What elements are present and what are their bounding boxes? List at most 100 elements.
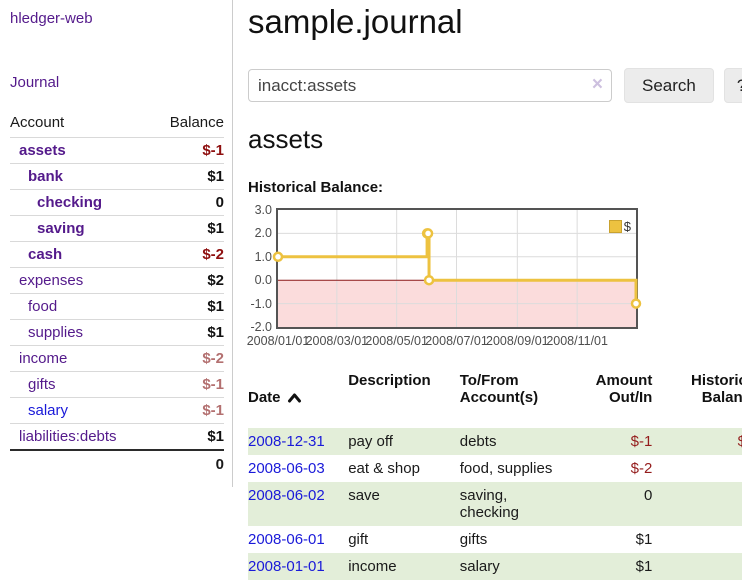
y-axis-tick-label: 2.0	[254, 226, 272, 241]
clear-search-icon[interactable]: ×	[591, 74, 603, 95]
account-link[interactable]: food	[28, 298, 58, 315]
journal-link[interactable]: Journal	[10, 74, 60, 91]
transaction-date-link[interactable]: 2008-06-02	[248, 487, 325, 504]
account-balance: $1	[151, 215, 224, 242]
account-balance: $1	[151, 163, 224, 190]
account-row: income $-2	[10, 345, 224, 372]
transaction-accounts: food, supplies	[459, 460, 553, 477]
transaction-accounts: debts	[459, 433, 497, 450]
search-input[interactable]	[248, 69, 612, 102]
chart-series	[272, 210, 642, 327]
account-balance: $1	[151, 293, 224, 320]
account-link[interactable]: checking	[37, 194, 103, 211]
search-box: ×	[248, 69, 612, 102]
account-link[interactable]: supplies	[28, 324, 84, 341]
x-axis-tick-label: 2008/03/01	[305, 334, 369, 348]
historical-balance-chart: 3.0 2.0 1.0 0.0 -1.0 -2.0 $ 2008/01/01 2008/03…	[246, 204, 742, 348]
main-content: sample.journal × Search ? assets Histori…	[233, 0, 742, 582]
account-row: salary $-1	[10, 397, 224, 424]
transaction-date-link[interactable]: 2008-06-03	[248, 460, 325, 477]
account-row: cash $-2	[10, 241, 224, 268]
x-axis-tick-label: 2008/11/01	[546, 334, 608, 348]
transaction-balance: $-1	[737, 433, 742, 450]
account-row: liabilities:debts $1	[10, 423, 224, 450]
sort-ascending-icon	[287, 392, 302, 404]
account-balance: $2	[151, 267, 224, 294]
app-title: hledger-web	[10, 10, 93, 27]
accounts-header-balance: Balance	[169, 114, 224, 131]
account-link[interactable]: salary	[28, 402, 69, 419]
y-axis-tick-label: 3.0	[254, 203, 272, 217]
sidebar: hledger-web Journal Account Balance asse…	[0, 0, 233, 487]
help-button[interactable]: ?	[723, 68, 742, 103]
account-heading: assets	[248, 124, 324, 154]
account-balance: $-1	[151, 371, 224, 398]
transaction-balance: 0	[666, 455, 742, 482]
transaction-balance: $2	[666, 482, 742, 526]
register-header-balance: Historical Balance	[690, 372, 742, 406]
x-axis-tick-label: 2008/09/01	[486, 334, 549, 348]
transaction-date-link[interactable]: 2008-12-31	[248, 433, 325, 450]
transaction-amount: $1	[635, 531, 653, 548]
account-balance: $-2	[151, 345, 224, 372]
register-row[interactable]: 2008-06-03 eat & shop food, supplies $-2 0	[248, 455, 742, 482]
accounts-table: Account Balance assets $-1 bank $1 checking 0…	[10, 110, 224, 477]
register-header-accounts: To/From Account(s)	[459, 372, 539, 406]
y-axis-tick-label: -1.0	[250, 296, 272, 311]
register-row[interactable]: 2008-06-01 gift gifts $1 $2	[248, 526, 742, 553]
x-axis-tick-label: 2008/05/01	[365, 334, 428, 348]
y-axis-tick-label: -2.0	[250, 320, 272, 334]
legend-swatch-icon	[608, 220, 622, 233]
register-row[interactable]: 2008-01-01 income salary $1 $1	[248, 553, 742, 580]
account-link[interactable]: gifts	[28, 376, 56, 393]
transaction-amount: $1	[635, 558, 653, 575]
page-title: sample.journal	[248, 3, 463, 40]
accounts-total-row: 0	[10, 449, 224, 477]
y-axis-tick-label: 1.0	[254, 249, 272, 264]
transaction-description: pay off	[348, 433, 393, 450]
account-row: bank $1	[10, 163, 224, 190]
register-header-amount: Amount Out/In	[595, 372, 653, 406]
account-row: expenses $2	[10, 267, 224, 294]
account-row: assets $-1	[10, 137, 224, 164]
transaction-description: gift	[348, 531, 369, 548]
account-link[interactable]: liabilities:debts	[19, 428, 117, 445]
search-row: × Search ?	[248, 68, 742, 103]
transaction-date-link[interactable]: 2008-06-01	[248, 531, 325, 548]
account-link[interactable]: bank	[28, 168, 64, 185]
account-balance: $-1	[151, 137, 224, 164]
account-link[interactable]: expenses	[19, 272, 84, 289]
account-row: checking 0	[10, 189, 224, 216]
chart-title: Historical Balance:	[248, 179, 384, 196]
accounts-total: 0	[10, 449, 224, 477]
transaction-balance: $2	[666, 526, 742, 553]
account-balance: $1	[151, 319, 224, 346]
register-row[interactable]: 2008-06-02 save saving, checking 0 $2	[248, 482, 742, 526]
account-link[interactable]: cash	[28, 246, 63, 263]
transaction-accounts: saving, checking	[459, 487, 519, 521]
transaction-description: income	[348, 558, 397, 575]
transaction-accounts: salary	[459, 558, 500, 575]
account-balance: $-1	[151, 397, 224, 424]
account-link[interactable]: saving	[37, 220, 85, 237]
legend-label: $	[623, 219, 631, 234]
account-balance: $1	[151, 423, 224, 450]
transaction-amount: $-2	[630, 460, 653, 477]
account-row: gifts $-1	[10, 371, 224, 398]
register-row[interactable]: 2008-12-31 pay off debts $-1 $-1	[248, 428, 742, 455]
transaction-date-link[interactable]: 2008-01-01	[248, 558, 325, 575]
transaction-description: eat & shop	[348, 460, 420, 477]
x-axis-tick-label: 2008/07/01	[425, 334, 488, 348]
account-row: saving $1	[10, 215, 224, 242]
account-row: supplies $1	[10, 319, 224, 346]
x-axis-tick-label: 2008/01/01	[246, 334, 310, 348]
transaction-description: save	[348, 487, 380, 504]
y-axis-tick-label: 0.0	[254, 273, 272, 288]
account-link[interactable]: assets	[19, 142, 66, 159]
account-link[interactable]: income	[19, 350, 68, 367]
register-header-description: Description	[348, 372, 431, 389]
transaction-balance: $1	[666, 553, 742, 580]
transaction-amount: 0	[643, 487, 653, 504]
search-button[interactable]: Search	[624, 68, 714, 103]
register-header-date[interactable]: Date	[248, 369, 348, 428]
